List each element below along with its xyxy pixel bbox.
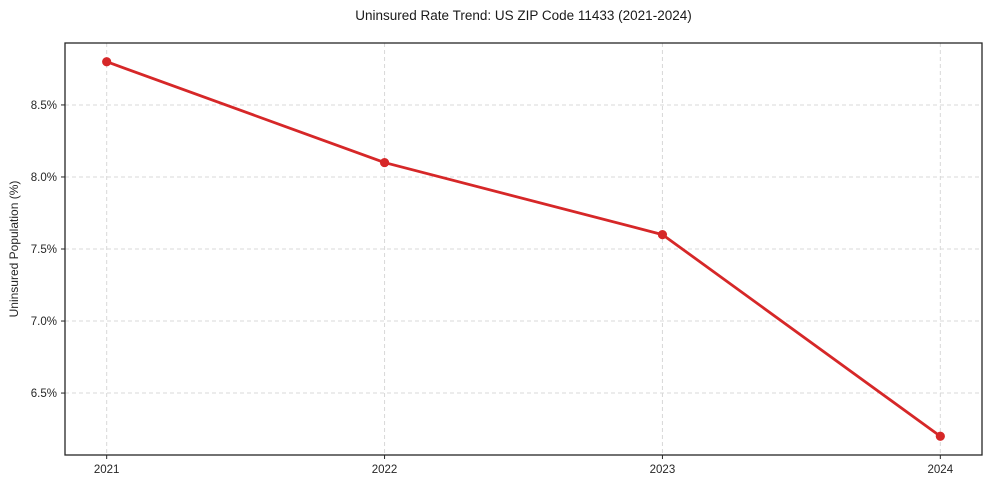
x-tick-label: 2023 <box>650 464 676 476</box>
data-point-marker <box>102 57 112 67</box>
chart-title: Uninsured Rate Trend: US ZIP Code 11433 … <box>355 8 692 23</box>
x-tick-label: 2022 <box>372 464 398 476</box>
trend-line <box>105 60 942 438</box>
x-tick-label: 2024 <box>928 464 954 476</box>
data-point-marker <box>657 229 668 240</box>
plot-border <box>64 42 983 456</box>
x-tick-label: 2021 <box>94 464 120 476</box>
y-tick-label: 8.5% <box>31 100 57 112</box>
data-point-marker <box>379 157 390 168</box>
data-point-marker <box>935 431 945 441</box>
y-tick-label: 8.0% <box>31 172 57 184</box>
y-tick-label: 7.0% <box>31 316 57 328</box>
y-tick-label: 7.5% <box>31 244 57 256</box>
y-tick-label: 6.5% <box>31 388 57 400</box>
